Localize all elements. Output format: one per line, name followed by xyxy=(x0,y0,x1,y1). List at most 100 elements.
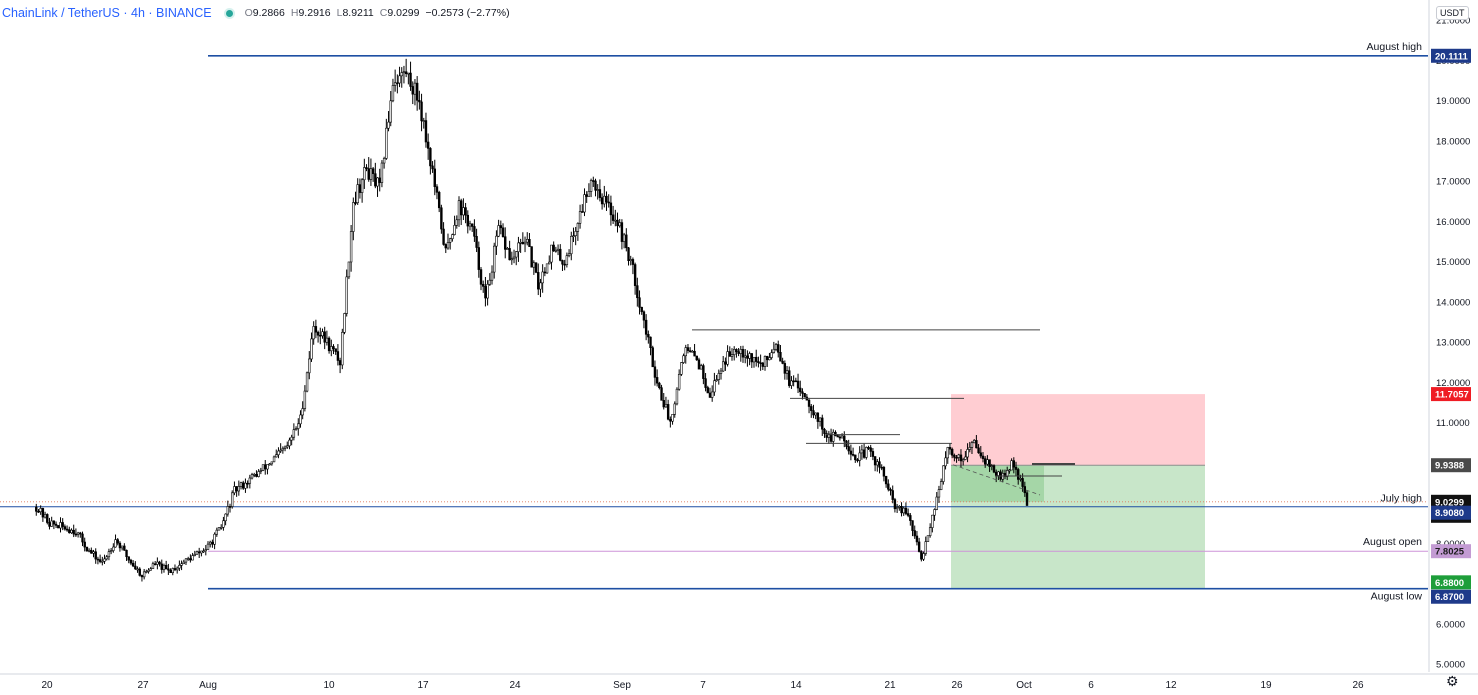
projection-line[interactable] xyxy=(952,464,1041,496)
stop-loss-zone[interactable] xyxy=(951,394,1205,466)
candle xyxy=(57,525,60,529)
candle-body xyxy=(950,448,954,456)
time-tick-label: 24 xyxy=(509,680,521,690)
currency-button[interactable]: USDT xyxy=(1436,6,1469,20)
price-tick-label: 5.0000 xyxy=(1436,660,1465,671)
candle-body xyxy=(191,555,194,561)
candle-body xyxy=(242,482,245,489)
candle-body xyxy=(457,200,461,221)
candle-body xyxy=(827,433,831,438)
candle-body xyxy=(250,474,254,479)
candle xyxy=(39,505,42,515)
candle xyxy=(904,502,908,516)
candle-body xyxy=(343,313,346,333)
candle xyxy=(398,66,401,88)
candle-body xyxy=(810,406,813,411)
candle xyxy=(627,247,630,266)
candle-body xyxy=(292,429,296,438)
candle xyxy=(854,454,857,463)
candle-body xyxy=(151,563,155,569)
candle xyxy=(473,219,476,242)
price-tick-label: 12.0000 xyxy=(1436,378,1470,389)
candle-body xyxy=(649,336,652,348)
candle-body xyxy=(766,355,769,361)
candle-body xyxy=(983,458,987,465)
candle-body xyxy=(572,235,575,237)
candle xyxy=(396,74,399,94)
candle-body xyxy=(609,202,613,216)
candle-body xyxy=(422,120,425,122)
candle-body xyxy=(484,286,487,299)
candle-body xyxy=(953,454,956,458)
candle-body xyxy=(1023,486,1027,494)
candle-body xyxy=(812,410,815,416)
candle-body xyxy=(799,387,802,393)
candle-body xyxy=(684,347,687,357)
candle xyxy=(816,412,820,429)
candle-body xyxy=(316,331,320,336)
candle-body xyxy=(59,522,62,529)
candle xyxy=(979,446,982,459)
candle xyxy=(620,219,624,250)
candle xyxy=(226,500,230,517)
candle-body xyxy=(653,366,657,378)
candle xyxy=(871,448,875,461)
level-label: August open xyxy=(1363,536,1422,548)
candle xyxy=(123,543,126,551)
candle-body xyxy=(233,486,236,494)
candle-body xyxy=(444,244,447,249)
candle-body xyxy=(162,564,166,570)
candle-body xyxy=(721,361,725,372)
price-tag-box xyxy=(1431,544,1471,559)
candle xyxy=(497,219,500,238)
candle xyxy=(279,443,282,454)
candle-body xyxy=(479,269,483,285)
candle xyxy=(470,223,474,232)
candle xyxy=(600,193,604,210)
candle xyxy=(98,554,102,564)
candle-body xyxy=(136,568,139,571)
candle-body xyxy=(323,331,326,343)
candle xyxy=(479,267,483,291)
candle xyxy=(761,361,765,371)
candle-body xyxy=(710,391,714,398)
candle xyxy=(968,441,971,453)
candle xyxy=(992,464,996,474)
candle-body xyxy=(550,244,553,263)
candle-body xyxy=(321,331,324,337)
candle xyxy=(200,550,203,557)
candle xyxy=(928,523,932,538)
candle-body xyxy=(693,350,696,357)
candle xyxy=(341,328,344,370)
candle xyxy=(253,472,256,478)
candle xyxy=(785,365,789,380)
candle xyxy=(140,574,144,582)
candle xyxy=(197,547,201,559)
price-tag-text: 20.1111 xyxy=(1435,51,1468,62)
candle-body xyxy=(90,549,93,554)
candle-body xyxy=(387,121,390,129)
candle xyxy=(499,220,503,235)
candle xyxy=(933,508,936,521)
candle xyxy=(325,330,329,346)
candle-body xyxy=(627,247,630,261)
candle xyxy=(85,546,89,552)
candle-body xyxy=(660,387,663,401)
candle xyxy=(1025,490,1029,506)
candle-body xyxy=(847,446,850,452)
candle xyxy=(231,490,234,509)
candle xyxy=(594,178,597,197)
level-label: August low xyxy=(1371,591,1423,603)
candle-body xyxy=(98,559,102,562)
gear-icon[interactable]: ⚙ xyxy=(1446,673,1459,689)
candle xyxy=(173,564,177,572)
symbol-title[interactable]: ChainLink / TetherUS · 4h · BINANCE xyxy=(2,6,212,20)
candle xyxy=(54,521,58,528)
candle-body xyxy=(167,568,170,571)
candle-body xyxy=(424,120,428,143)
candle xyxy=(970,440,974,454)
candle xyxy=(72,524,75,538)
candle xyxy=(640,306,643,315)
